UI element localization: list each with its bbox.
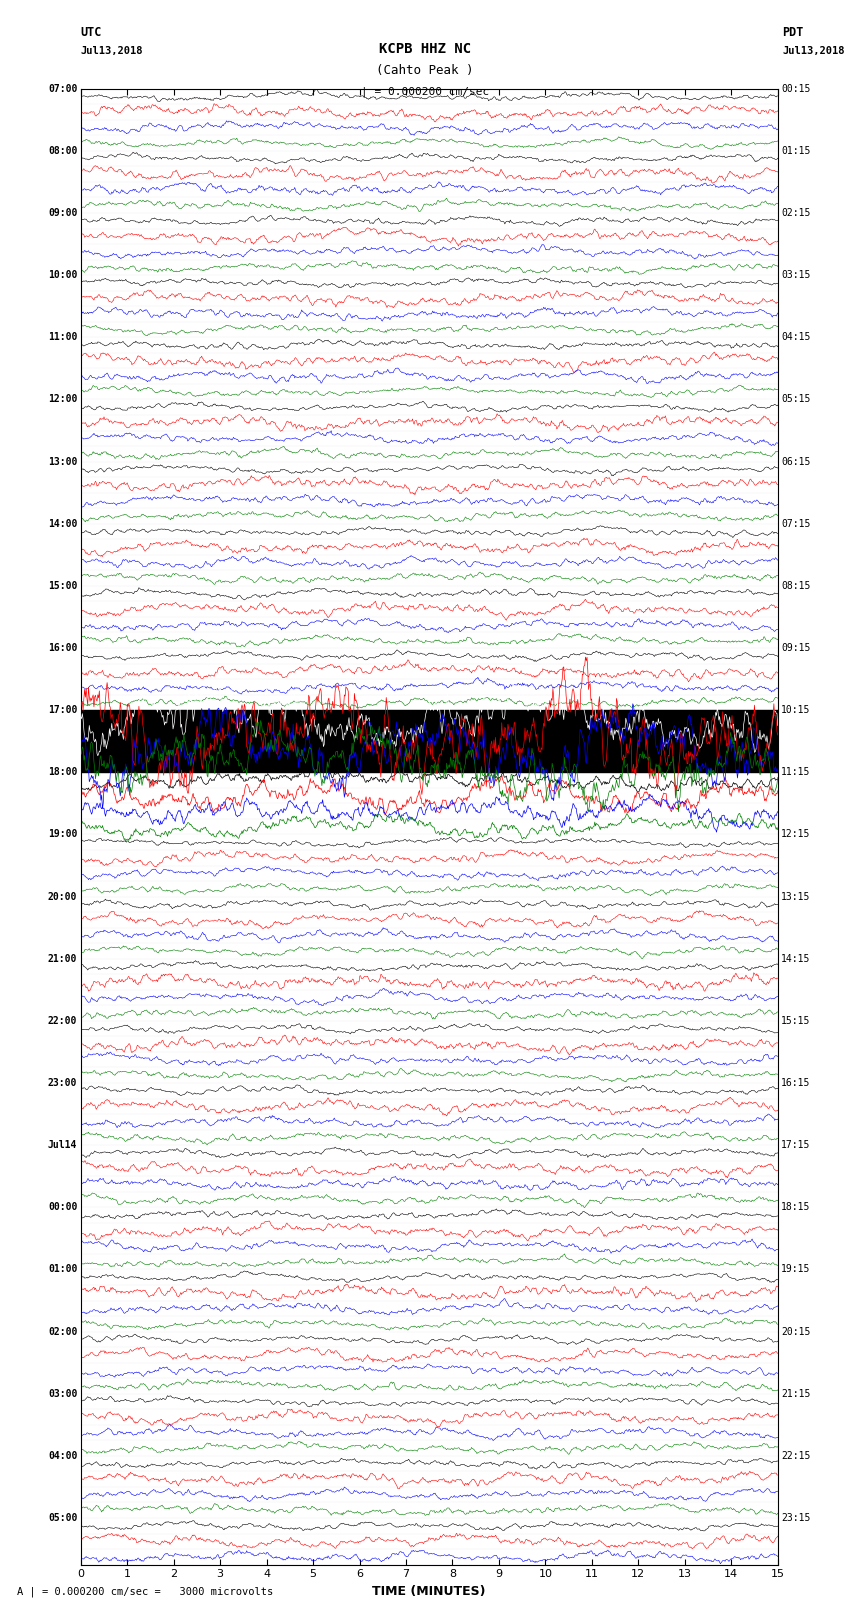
Text: 07:15: 07:15 bbox=[781, 519, 811, 529]
Bar bbox=[81, 710, 778, 726]
Text: 19:15: 19:15 bbox=[781, 1265, 811, 1274]
Text: 12:00: 12:00 bbox=[48, 395, 77, 405]
Text: Jul14: Jul14 bbox=[48, 1140, 77, 1150]
Text: 21:00: 21:00 bbox=[48, 953, 77, 963]
Text: 23:15: 23:15 bbox=[781, 1513, 811, 1523]
Text: 11:15: 11:15 bbox=[781, 768, 811, 777]
Text: 13:15: 13:15 bbox=[781, 892, 811, 902]
Text: 03:15: 03:15 bbox=[781, 269, 811, 281]
Text: | = 0.000200 cm/sec: | = 0.000200 cm/sec bbox=[361, 85, 489, 97]
Bar bbox=[81, 756, 778, 773]
Text: 00:15: 00:15 bbox=[781, 84, 811, 94]
Text: PDT: PDT bbox=[782, 26, 803, 39]
Bar bbox=[81, 726, 778, 742]
Text: 17:15: 17:15 bbox=[781, 1140, 811, 1150]
Text: 13:00: 13:00 bbox=[48, 456, 77, 466]
Text: 21:15: 21:15 bbox=[781, 1389, 811, 1398]
Text: Jul13,2018: Jul13,2018 bbox=[81, 47, 144, 56]
Text: 05:15: 05:15 bbox=[781, 395, 811, 405]
Text: 17:00: 17:00 bbox=[48, 705, 77, 715]
Text: 02:15: 02:15 bbox=[781, 208, 811, 218]
Text: Jul13,2018: Jul13,2018 bbox=[782, 47, 845, 56]
Text: 14:00: 14:00 bbox=[48, 519, 77, 529]
Text: 11:00: 11:00 bbox=[48, 332, 77, 342]
Bar bbox=[81, 742, 778, 756]
Text: 15:00: 15:00 bbox=[48, 581, 77, 590]
Text: 02:00: 02:00 bbox=[48, 1326, 77, 1337]
Text: 10:15: 10:15 bbox=[781, 705, 811, 715]
Text: 19:00: 19:00 bbox=[48, 829, 77, 839]
Text: 16:15: 16:15 bbox=[781, 1077, 811, 1089]
Text: 03:00: 03:00 bbox=[48, 1389, 77, 1398]
Text: 08:00: 08:00 bbox=[48, 145, 77, 156]
X-axis label: TIME (MINUTES): TIME (MINUTES) bbox=[372, 1586, 486, 1598]
Text: (Cahto Peak ): (Cahto Peak ) bbox=[377, 65, 473, 77]
Text: 04:00: 04:00 bbox=[48, 1450, 77, 1461]
Text: KCPB HHZ NC: KCPB HHZ NC bbox=[379, 42, 471, 56]
Text: 18:15: 18:15 bbox=[781, 1202, 811, 1213]
Text: 15:15: 15:15 bbox=[781, 1016, 811, 1026]
Text: 14:15: 14:15 bbox=[781, 953, 811, 963]
Text: 10:00: 10:00 bbox=[48, 269, 77, 281]
Text: 23:00: 23:00 bbox=[48, 1077, 77, 1089]
Text: 00:00: 00:00 bbox=[48, 1202, 77, 1213]
Text: 22:00: 22:00 bbox=[48, 1016, 77, 1026]
Text: 05:00: 05:00 bbox=[48, 1513, 77, 1523]
Text: 07:00: 07:00 bbox=[48, 84, 77, 94]
Text: A | = 0.000200 cm/sec =   3000 microvolts: A | = 0.000200 cm/sec = 3000 microvolts bbox=[17, 1586, 273, 1597]
Text: 12:15: 12:15 bbox=[781, 829, 811, 839]
Text: 16:00: 16:00 bbox=[48, 644, 77, 653]
Text: 06:15: 06:15 bbox=[781, 456, 811, 466]
Text: 22:15: 22:15 bbox=[781, 1450, 811, 1461]
Text: 08:15: 08:15 bbox=[781, 581, 811, 590]
Text: 20:00: 20:00 bbox=[48, 892, 77, 902]
Text: 01:00: 01:00 bbox=[48, 1265, 77, 1274]
Text: 20:15: 20:15 bbox=[781, 1326, 811, 1337]
Text: UTC: UTC bbox=[81, 26, 102, 39]
Text: 04:15: 04:15 bbox=[781, 332, 811, 342]
Text: 09:00: 09:00 bbox=[48, 208, 77, 218]
Text: 09:15: 09:15 bbox=[781, 644, 811, 653]
Text: 01:15: 01:15 bbox=[781, 145, 811, 156]
Text: 18:00: 18:00 bbox=[48, 768, 77, 777]
